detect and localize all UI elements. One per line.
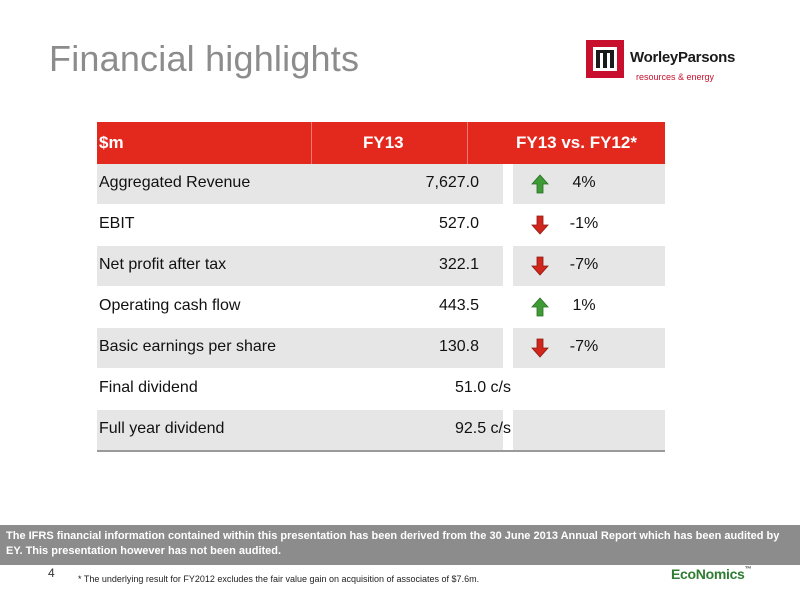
row-value: 322.1	[438, 256, 479, 273]
row-change: 4%	[572, 174, 596, 191]
row-value: 443.5	[438, 297, 479, 314]
row-value: 51.0 c/s	[454, 379, 511, 396]
arrow-down-icon	[531, 215, 549, 235]
table-row: Basic earnings per share 130.8 -7%	[97, 328, 665, 369]
trademark-mark: ™	[744, 566, 752, 573]
row-change: -7%	[569, 256, 599, 273]
row-value: 92.5 c/s	[454, 420, 511, 437]
arrow-down-icon	[531, 256, 549, 276]
row-label: Final dividend	[99, 379, 198, 396]
row-label: Net profit after tax	[99, 256, 227, 273]
table-row: Aggregated Revenue 7,627.0 4%	[97, 164, 665, 205]
row-value: 7,627.0	[425, 174, 479, 191]
row-value: 130.8	[438, 338, 479, 355]
row-label: Aggregated Revenue	[99, 174, 251, 191]
logo-name: WorleyParsons	[630, 49, 736, 66]
worleyparsons-logo: WorleyParsons resources & energy	[586, 40, 776, 85]
row-label: Operating cash flow	[99, 297, 241, 314]
economics-logo: EcoNomics™	[671, 566, 752, 582]
slide-title: Financial highlights	[49, 38, 360, 79]
table-header-row: $m FY13 FY13 vs. FY12*	[97, 122, 665, 164]
row-change: -1%	[569, 215, 599, 232]
arrow-up-icon	[531, 174, 549, 194]
audit-disclaimer: The IFRS financial information contained…	[0, 525, 800, 565]
header-units: $m	[99, 133, 124, 152]
table-row: Net profit after tax 322.1 -7%	[97, 246, 665, 287]
worleyparsons-mark-icon	[586, 40, 624, 78]
logo-tagline: resources & energy	[636, 72, 715, 82]
table-row: Final dividend 51.0 c/s	[97, 369, 665, 410]
arrow-up-icon	[531, 297, 549, 317]
header-fy13: FY13	[363, 133, 404, 152]
row-change: -7%	[569, 338, 599, 355]
economics-logo-text: EcoNomics	[671, 566, 745, 582]
table-row: EBIT 527.0 -1%	[97, 205, 665, 246]
page-number: 4	[48, 566, 55, 580]
table-row: Operating cash flow 443.5 1%	[97, 287, 665, 328]
header-divider	[467, 122, 468, 164]
table-row: Full year dividend 92.5 c/s	[97, 410, 665, 452]
row-label: Basic earnings per share	[99, 338, 276, 355]
header-divider	[311, 122, 312, 164]
arrow-down-icon	[531, 338, 549, 358]
row-label: EBIT	[99, 215, 135, 232]
footnote: * The underlying result for FY2012 exclu…	[78, 574, 480, 584]
financial-highlights-table: $m FY13 FY13 vs. FY12* Aggregated Revenu…	[97, 122, 665, 452]
row-change: 1%	[572, 297, 596, 314]
row-label: Full year dividend	[99, 420, 225, 437]
row-value: 527.0	[438, 215, 479, 232]
header-fy13-vs-fy12: FY13 vs. FY12*	[516, 133, 637, 152]
